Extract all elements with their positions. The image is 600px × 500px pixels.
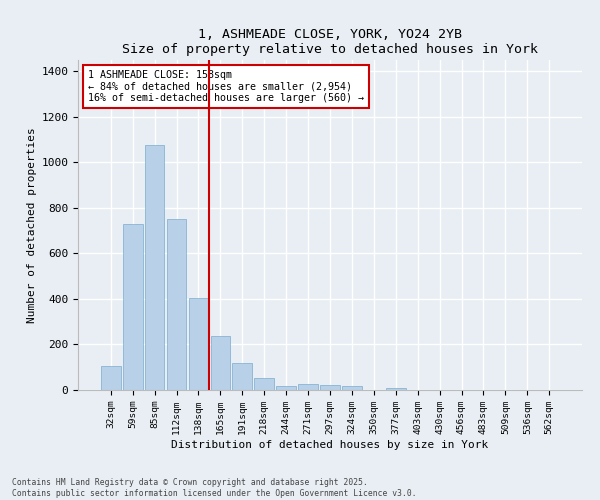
Bar [188,298,208,390]
Bar [342,386,362,390]
Bar [386,388,406,390]
Bar [167,220,187,390]
Bar [211,336,230,390]
Bar [320,385,340,390]
Bar [101,366,121,390]
Bar [145,146,164,390]
Bar [254,378,274,390]
Title: 1, ASHMEADE CLOSE, YORK, YO24 2YB
Size of property relative to detached houses i: 1, ASHMEADE CLOSE, YORK, YO24 2YB Size o… [122,28,538,56]
Text: Contains HM Land Registry data © Crown copyright and database right 2025.
Contai: Contains HM Land Registry data © Crown c… [12,478,416,498]
X-axis label: Distribution of detached houses by size in York: Distribution of detached houses by size … [172,440,488,450]
Y-axis label: Number of detached properties: Number of detached properties [27,127,37,323]
Bar [276,386,296,390]
Bar [123,224,143,390]
Bar [232,363,252,390]
Bar [298,384,318,390]
Text: 1 ASHMEADE CLOSE: 158sqm
← 84% of detached houses are smaller (2,954)
16% of sem: 1 ASHMEADE CLOSE: 158sqm ← 84% of detach… [88,70,364,103]
